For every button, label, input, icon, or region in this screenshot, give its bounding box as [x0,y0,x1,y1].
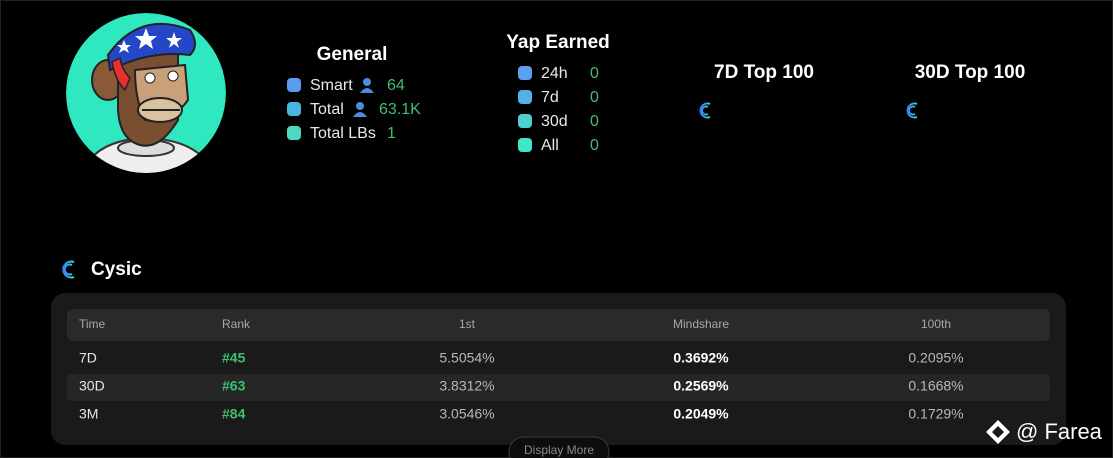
watermark-icon [986,420,1010,444]
table-row: 3M #84 3.0546% 0.2049% 0.1729% [79,406,964,422]
stat-value: 0 [590,89,599,106]
cell: #63 [222,378,246,394]
cell: 3M [79,406,98,422]
stat-value: 1 [387,125,396,142]
yap-list: 24h 0 7d 0 30d 0 All 0 [518,65,599,154]
cysic-icon [699,102,711,119]
button-shape[interactable] [508,436,610,458]
column-header: Rank [222,317,251,331]
cell: 0.3692% [673,350,729,366]
section-title: 7D Top 100 [714,62,814,83]
cell: 0.2049% [673,406,729,422]
stat-value: 0 [590,65,599,82]
stat-value: 0 [590,113,599,130]
stat-value: 64 [387,77,405,94]
cysic-icon [62,260,75,279]
cell: 0.2095% [908,350,963,366]
stat-label: 30d [541,113,568,130]
cell: 5.5054% [439,350,494,366]
avatar [66,13,226,173]
section-title: 30D Top 100 [915,62,1026,83]
stat-value: 0 [590,137,599,154]
cell: 3.8312% [439,378,494,394]
cell: #84 [222,406,246,422]
stat-label: Total [310,101,344,118]
person-icon [360,78,374,93]
watermark: @ Farea [986,419,1103,444]
cell: #45 [222,350,246,366]
legend-dot [287,126,301,140]
legend-dot [287,102,301,116]
stat-label: Total LBs [310,125,376,142]
legend-dot [518,138,532,152]
column-header: 100th [921,317,951,331]
stat-label: All [541,137,559,154]
row-stripe [67,374,1050,401]
table-header [67,309,1050,341]
table-row: 30D #63 3.8312% 0.2569% 0.1668% [79,378,964,394]
legend-dot [518,66,532,80]
stat-label: 24h [541,65,568,82]
display-more-button[interactable]: Display More [508,436,610,458]
cell: 0.2569% [673,378,729,394]
stat-value: 63.1K [379,101,421,118]
table-row: 7D #45 5.5054% 0.3692% 0.2095% [79,350,964,366]
legend-dot [287,78,301,92]
legend-dot [518,90,532,104]
section-title: General [317,44,388,65]
cell: 3.0546% [439,406,494,422]
person-icon [353,102,367,117]
cell: 0.1729% [908,406,963,422]
cell: 7D [79,350,97,366]
stat-label: 7d [541,89,559,106]
button-label[interactable]: Display More [524,443,594,457]
cysic-icon [906,102,918,119]
legend-dot [518,114,532,128]
section-title: Yap Earned [506,32,610,53]
column-header: Time [79,317,106,331]
project-name: Cysic [91,259,142,280]
general-list: Smart 64 Total 63.1K Total LBs 1 [287,77,421,142]
column-header: 1st [459,317,476,331]
watermark-text: @ Farea [1016,419,1103,444]
cell: 0.1668% [908,378,963,394]
cell: 30D [79,378,105,394]
column-header: Mindshare [673,317,729,331]
stat-label: Smart [310,77,353,94]
